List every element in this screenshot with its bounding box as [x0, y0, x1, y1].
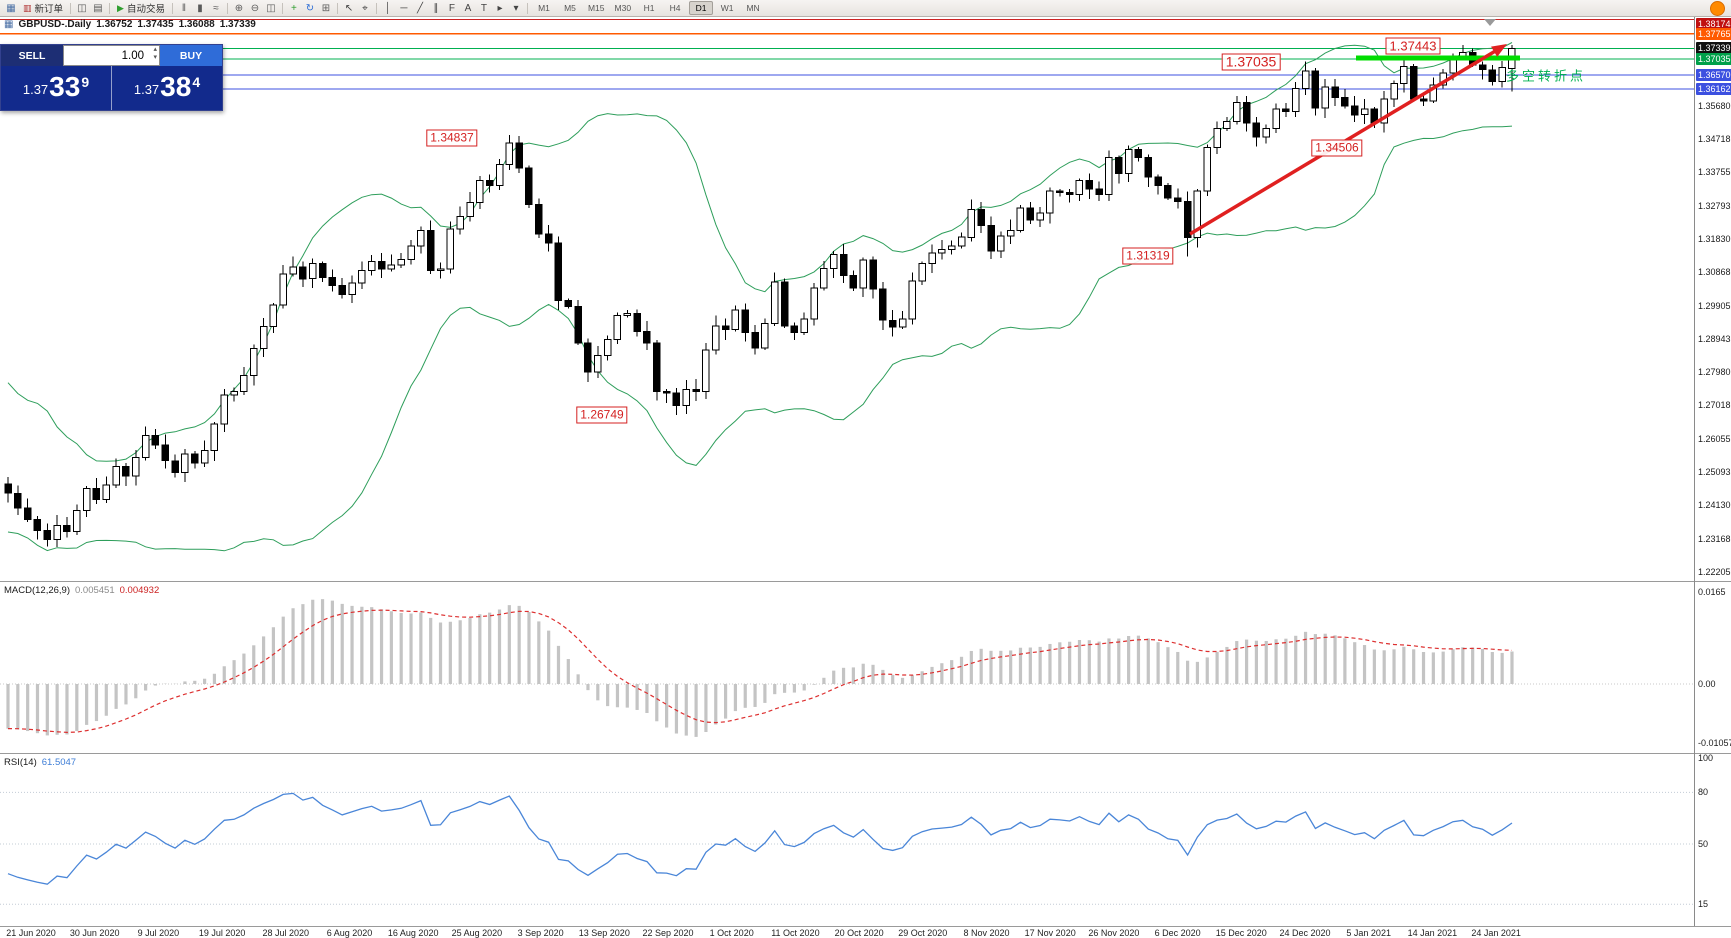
- text-label-icon[interactable]: T: [480, 2, 488, 14]
- sell-price-prefix: 1.37: [22, 82, 49, 97]
- shapes-dropdown-icon[interactable]: ▾: [513, 2, 519, 14]
- chart-window-icon[interactable]: ▦: [6, 2, 16, 14]
- timeframe-mn[interactable]: MN: [746, 3, 760, 13]
- tile-windows-icon[interactable]: ◫: [266, 2, 276, 14]
- timeframe-m5[interactable]: M5: [564, 3, 576, 13]
- timeframe-m1[interactable]: M1: [538, 3, 550, 13]
- chart-shift-marker: [1484, 19, 1496, 26]
- new-order-button-label: 新订单: [34, 4, 64, 15]
- candlestick-type-icon[interactable]: ▮: [197, 2, 203, 14]
- buy-price-sup: 4: [192, 74, 201, 90]
- horizontal-line-icon[interactable]: ─: [400, 2, 408, 14]
- toolbar-separator: [281, 2, 283, 14]
- vertical-line-icon[interactable]: │: [384, 2, 392, 14]
- rsi-label: RSI(14) 61.5047: [4, 757, 81, 768]
- rsi-indicator: [0, 791, 1694, 905]
- chart-symbol: GBPUSD-.Daily: [18, 19, 92, 30]
- timeframe-m30[interactable]: M30: [614, 3, 632, 13]
- channel-icon[interactable]: ∥: [433, 2, 439, 14]
- volume-down-icon[interactable]: ▾: [153, 54, 157, 61]
- trendline-icon[interactable]: ╱: [416, 2, 423, 14]
- profiles-icon[interactable]: ◫: [77, 2, 87, 14]
- timeframe-m15[interactable]: M15: [587, 3, 605, 13]
- auto-trading-button-icon: ▶: [117, 2, 124, 13]
- auto-trading-button[interactable]: ▶ 自动交易: [113, 1, 169, 16]
- bollinger-bands: [7, 42, 1513, 552]
- sell-price-big: 33: [49, 71, 81, 102]
- toolbar-separator: [375, 2, 377, 14]
- volume-field: ▴ ▾: [63, 45, 160, 66]
- fibonacci-icon[interactable]: F: [448, 2, 456, 14]
- chart-title: ▦ GBPUSD-.Daily 1.36752 1.37435 1.36088 1.373…: [4, 19, 261, 30]
- chart-icon: ▦: [4, 19, 14, 30]
- bar-chart-type-icon[interactable]: ‖: [181, 2, 187, 14]
- toolbar-separator: [226, 2, 228, 14]
- buy-button-label: BUY: [179, 49, 203, 62]
- sell-price-sup: 9: [81, 74, 90, 90]
- volume-input[interactable]: [63, 45, 160, 66]
- buy-price[interactable]: 1.37 38 4: [112, 66, 222, 110]
- sell-button-label: SELL: [18, 49, 46, 62]
- toolbar: ▦ ▥ 新订单 ◫ ▤ ▶ 自动交易 ‖ ▮ ≈ ⊕ ⊖ ◫ + ↻ ⊞ ↖ ⌖ │ ─ ╱ ∥ F A T ▸ ▾ M1 M5 M15 M…: [0, 0, 1731, 17]
- zoom-out-icon[interactable]: ⊖: [250, 2, 260, 14]
- rsi-indicator-name: RSI(14): [4, 757, 37, 768]
- timeframe-d1[interactable]: D1: [689, 1, 714, 15]
- toolbar-separator: [171, 2, 173, 14]
- trend-arrow-head: [1491, 44, 1507, 57]
- templates-icon[interactable]: ⊞: [321, 2, 331, 14]
- ohlc-low: 1.36088: [178, 19, 215, 30]
- toolbar-separator: [109, 2, 111, 14]
- zoom-in-icon[interactable]: ⊕: [234, 2, 244, 14]
- macd-indicator: [0, 599, 1694, 737]
- crosshair-icon[interactable]: ⌖: [362, 2, 368, 14]
- new-order-button[interactable]: ▥ 新订单: [19, 1, 67, 16]
- timeframe-w1[interactable]: W1: [720, 3, 734, 13]
- bull-bear-turning-point-note[interactable]: 多空转折点: [1505, 68, 1587, 84]
- alert-badge[interactable]: [1710, 0, 1725, 16]
- ohlc-open: 1.36752: [96, 19, 133, 30]
- cursor-icon[interactable]: ↖: [344, 2, 354, 14]
- macd-main-value: 0.005451: [75, 585, 115, 596]
- buy-price-prefix: 1.37: [133, 82, 160, 97]
- panel-separators: [0, 17, 1731, 927]
- one-click-trading-panel: SELL ▴ ▾ BUY 1.37 33 9 1.37 38 4: [0, 44, 223, 111]
- toolbar-separator: [526, 2, 528, 14]
- sell-button[interactable]: SELL: [1, 45, 63, 66]
- macd-label: MACD(12,26,9) 0.005451 0.004932: [4, 585, 164, 596]
- buy-button[interactable]: BUY: [160, 45, 222, 66]
- add-indicator-icon[interactable]: +: [291, 2, 297, 14]
- macd-signal-value: 0.004932: [119, 585, 160, 596]
- toolbar-separator: [336, 2, 338, 14]
- volume-up-icon[interactable]: ▴: [153, 46, 157, 53]
- buy-price-big: 38: [160, 71, 192, 102]
- volume-stepper[interactable]: ▴ ▾: [153, 46, 157, 62]
- candlesticks: [4, 44, 1516, 548]
- arrows-icon[interactable]: ▸: [497, 2, 503, 14]
- ohlc-high: 1.37435: [137, 19, 174, 30]
- timeframe-h1[interactable]: H1: [643, 3, 655, 13]
- auto-trading-button-label: 自动交易: [126, 4, 165, 15]
- text-icon[interactable]: A: [464, 2, 472, 14]
- timeframe-h4[interactable]: H4: [669, 3, 681, 13]
- sell-price[interactable]: 1.37 33 9: [1, 66, 112, 110]
- macd-indicator-name: MACD(12,26,9): [4, 585, 70, 596]
- toolbar-separator: [70, 2, 72, 14]
- cycle-icon[interactable]: ↻: [305, 2, 315, 14]
- line-chart-type-icon[interactable]: ≈: [213, 2, 219, 14]
- charts-list-icon[interactable]: ▤: [93, 2, 103, 14]
- new-order-button-icon: ▥: [23, 2, 32, 13]
- rsi-value: 61.5047: [41, 757, 77, 768]
- ohlc-close: 1.37339: [219, 19, 256, 30]
